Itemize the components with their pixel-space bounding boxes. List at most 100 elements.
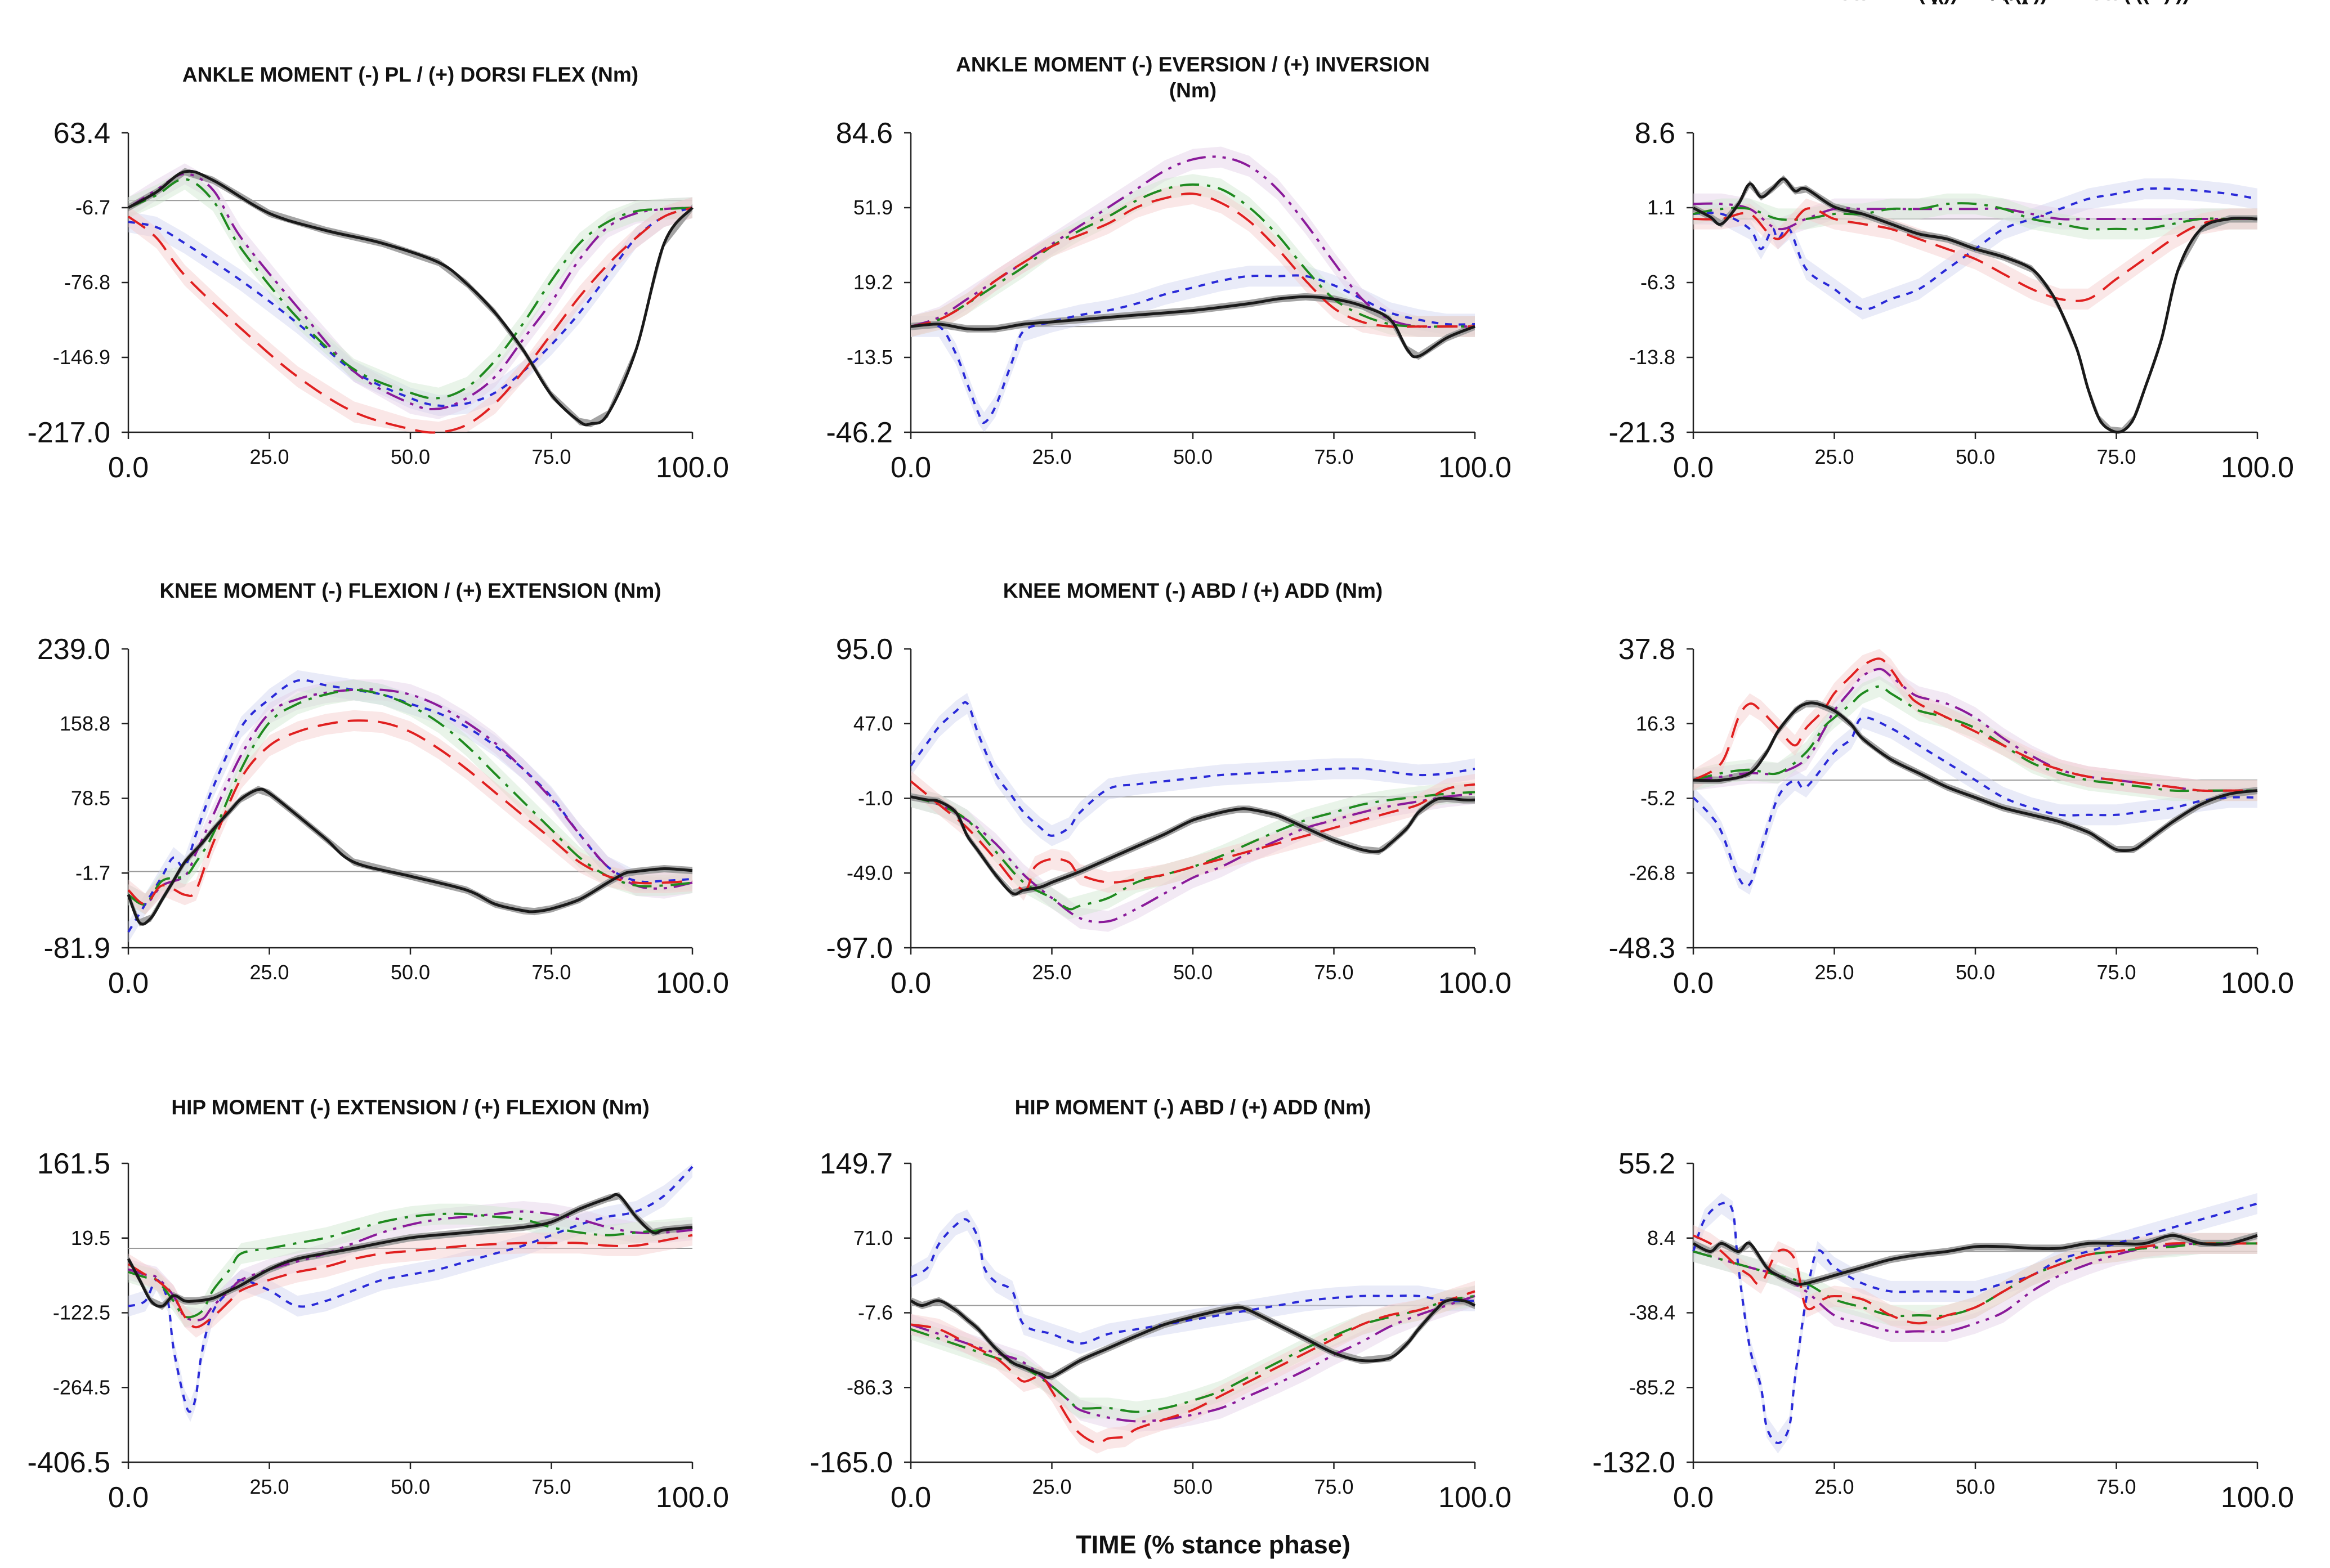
panel-title: KNEE MOMENT (-) FLEXION / (+) EXTENSION … (159, 579, 661, 602)
y-tick-label: 19.5 (71, 1226, 110, 1249)
x-tick-label: 50.0 (1173, 1475, 1213, 1498)
y-tick-label: -146.9 (53, 346, 110, 369)
y-tick-label: 51.9 (853, 196, 893, 219)
band-purple (1693, 658, 2257, 801)
y-tick-label: -217.0 (28, 416, 110, 449)
x-tick-label: 25.0 (1032, 445, 1071, 468)
y-tick-label: -122.5 (53, 1301, 110, 1324)
y-tick-label: -76.8 (64, 271, 110, 294)
x-tick-label: 25.0 (1814, 961, 1854, 984)
x-tick-label: 50.0 (391, 1475, 430, 1498)
y-tick-label: -6.3 (1640, 271, 1675, 294)
y-tick-label: -49.0 (847, 861, 893, 884)
x-tick-label: 100.0 (656, 451, 729, 484)
x-tick-label: 25.0 (1032, 1475, 1071, 1498)
panel-5: KNEE MOMENT (-) ABD / (+) ADD (Nm) 95.0 47… (826, 579, 1511, 1000)
band-black (911, 1297, 1475, 1381)
series-blue (1692, 716, 2258, 888)
series-green (1693, 202, 2257, 231)
y-tick-label: 8.6 (1635, 117, 1675, 150)
series-green (128, 178, 693, 400)
y-tick-label: 19.2 (853, 271, 893, 294)
series-red (127, 719, 693, 906)
series-black (127, 1193, 693, 1308)
band-purple (911, 1285, 1475, 1432)
band-green (128, 679, 692, 915)
x-tick-label: 100.0 (1438, 1481, 1511, 1514)
x-tick-label: 25.0 (1814, 445, 1854, 468)
x-tick-label: 50.0 (1956, 1475, 1995, 1498)
series-black (1693, 701, 2258, 852)
series-black (910, 295, 1475, 359)
panel-title: ANKLE MOMENT (-) PL / (+) DORSI FLEX (Nm… (182, 63, 638, 86)
y-tick-label: -26.8 (1629, 861, 1675, 884)
series-red (1693, 207, 2258, 302)
y-tick-label: -21.3 (1608, 416, 1675, 449)
x-tick-label: 50.0 (1173, 445, 1213, 468)
x-tick-label: 0.0 (108, 967, 149, 1000)
series-purple (910, 792, 1475, 924)
band-red (128, 1225, 692, 1338)
band-purple (911, 146, 1475, 337)
y-tick-label: 149.7 (820, 1148, 893, 1180)
series-green (1693, 685, 2257, 792)
panel-title: KNEE MOMENT (-) EXT / (+) INT ROT (Nm) (1768, 0, 2183, 5)
y-tick-label: 78.5 (71, 787, 110, 810)
x-tick-label: 25.0 (1032, 961, 1071, 984)
x-tick-label: 25.0 (249, 961, 289, 984)
series-purple (1693, 667, 2257, 792)
series-green (128, 1212, 693, 1319)
y-tick-label: 55.2 (1618, 1148, 1675, 1180)
series-red (1692, 657, 2257, 792)
band-green (911, 1285, 1475, 1423)
band-blue (128, 197, 692, 416)
x-tick-label: 0.0 (891, 1481, 931, 1514)
x-tick-label: 50.0 (391, 445, 430, 468)
series-black (127, 787, 693, 926)
band-black (911, 293, 1475, 360)
y-tick-label: 161.5 (37, 1148, 110, 1180)
band-blue (1693, 707, 2257, 895)
y-tick-label: 47.0 (853, 712, 893, 735)
x-axis-label: TIME (% stance phase) (1076, 1530, 1350, 1559)
panel-title: HIP MOMENT (-) EXT / (+) INT ROT (Nm) (1779, 0, 2171, 5)
y-tick-label: -5.2 (1640, 787, 1675, 810)
y-tick-label: -264.5 (53, 1376, 110, 1399)
band-red (911, 1280, 1475, 1454)
band-black (1693, 1231, 2257, 1287)
panel-title: ANKLE MOMENT (-) EVERSION / (+) INVERSIO… (956, 53, 1430, 76)
y-tick-label: 71.0 (853, 1226, 893, 1249)
series-purple (1693, 202, 2257, 231)
y-tick-label: -13.8 (1629, 346, 1675, 369)
x-tick-label: 75.0 (1314, 445, 1353, 468)
y-tick-label: -97.0 (826, 932, 893, 965)
panel-3: ANKLE MOMENT (-) EXT / (+) INT ROT (Nm) 8… (1608, 0, 2294, 484)
y-tick-label: 95.0 (836, 633, 893, 666)
panel-1: ANKLE MOMENT (-) PL / (+) DORSI FLEX (Nm… (28, 63, 730, 484)
y-tick-label: -1.0 (858, 787, 893, 810)
series-red (910, 192, 1475, 328)
y-tick-label: 158.8 (60, 712, 110, 735)
x-tick-label: 100.0 (2221, 1481, 2294, 1514)
series-red (1693, 1234, 2257, 1325)
series-green (127, 688, 693, 906)
y-tick-label: 84.6 (836, 117, 893, 150)
x-tick-label: 25.0 (249, 1475, 289, 1498)
y-tick-label: -165.0 (810, 1446, 893, 1479)
x-tick-label: 75.0 (2096, 445, 2136, 468)
band-blue (128, 1163, 692, 1422)
y-tick-label: -81.9 (43, 932, 110, 965)
x-tick-label: 25.0 (1814, 1475, 1854, 1498)
x-tick-label: 100.0 (2221, 451, 2294, 484)
y-tick-label: -13.5 (847, 346, 893, 369)
y-tick-label: 1.1 (1647, 196, 1675, 219)
panel-9: HIP MOMENT (-) EXT / (+) INT ROT (Nm) 55.… (1593, 0, 2295, 1514)
band-red (911, 770, 1475, 901)
x-tick-label: 75.0 (1314, 1475, 1353, 1498)
series-blue (1692, 1201, 2258, 1444)
band-red (1693, 649, 2257, 801)
x-tick-label: 50.0 (1956, 445, 1995, 468)
panel-7: HIP MOMENT (-) EXTENSION / (+) FLEXION (… (28, 1096, 730, 1514)
series-blue (910, 1218, 1475, 1345)
